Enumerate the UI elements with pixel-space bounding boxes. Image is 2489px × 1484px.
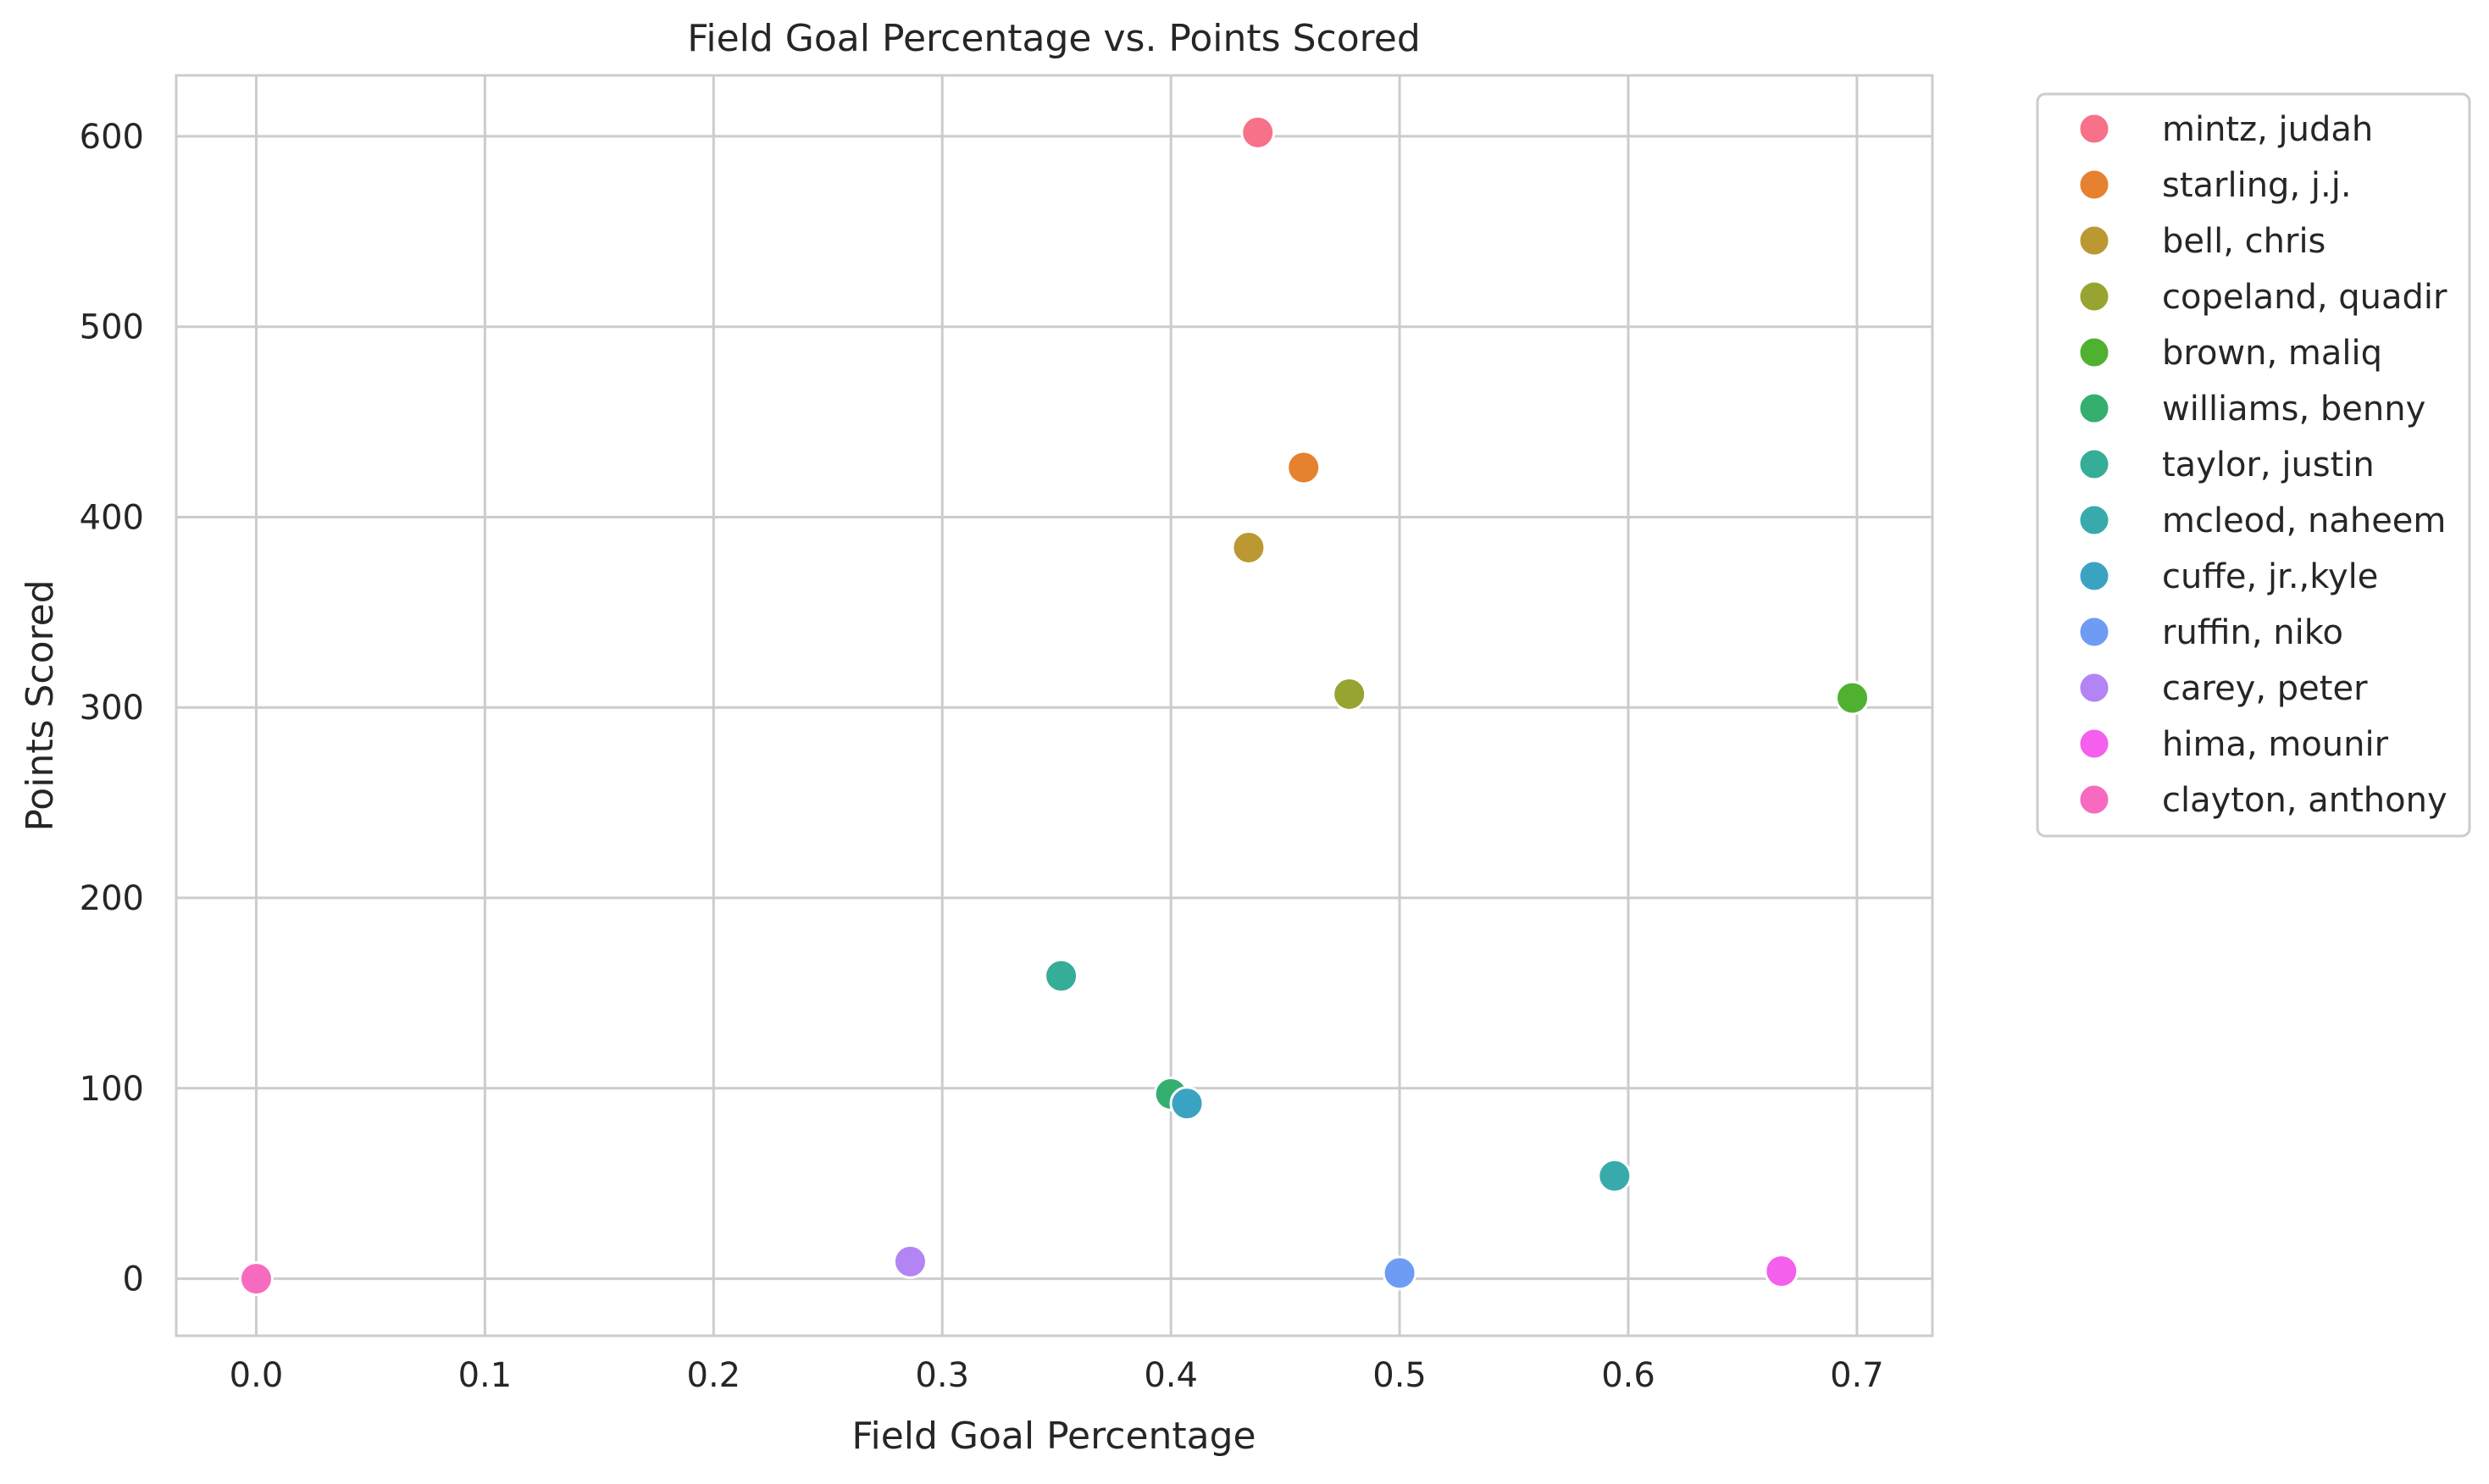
data-point (892, 1243, 928, 1279)
legend-marker (2077, 335, 2111, 369)
legend-marker (2077, 391, 2111, 425)
x-tick-label: 0.4 (1144, 1356, 1198, 1395)
legend-label: taylor, justin (2162, 446, 2375, 485)
legend-marker (2077, 168, 2111, 202)
x-tick-label: 0.7 (1830, 1356, 1884, 1395)
x-tick-label: 0.2 (687, 1356, 741, 1395)
legend-marker (2077, 615, 2111, 649)
legend-marker (2077, 727, 2111, 761)
legend-marker (2077, 783, 2111, 817)
y-axis-label: Points Scored (19, 579, 62, 831)
plot-background (176, 75, 1932, 1336)
legend-marker (2077, 447, 2111, 481)
legend-marker (2077, 559, 2111, 593)
legend-item: taylor, justin (2077, 446, 2375, 485)
legend-item: mcleod, naheem (2077, 501, 2446, 540)
plot-frame (175, 74, 1934, 1337)
legend-label: starling, j.j. (2162, 166, 2352, 205)
legend-label: cuffe, jr.,kyle (2162, 557, 2378, 596)
y-tick-label: 600 (80, 118, 144, 157)
data-point (1240, 114, 1276, 150)
data-point (1835, 680, 1871, 716)
legend-marker (2077, 503, 2111, 537)
legend-item: williams, benny (2077, 390, 2425, 429)
legend-item: brown, maliq (2077, 334, 2382, 373)
legend-label: brown, maliq (2162, 334, 2382, 373)
legend-item: ruffin, niko (2077, 613, 2343, 652)
data-point (1286, 450, 1322, 485)
y-tick-label: 0 (123, 1260, 144, 1299)
legend-frame (2036, 92, 2471, 838)
legend-item: starling, j.j. (2077, 166, 2352, 205)
legend-label: copeland, quadir (2162, 278, 2447, 317)
data-point (1231, 529, 1267, 565)
legend-marker (2077, 280, 2111, 313)
data-point (1597, 1158, 1633, 1193)
legend-label: ruffin, niko (2162, 613, 2343, 652)
data-points (238, 114, 1871, 1297)
data-point (238, 1261, 274, 1297)
gridlines (176, 75, 1932, 1336)
axis-ticks: 0.0 0.1 0.2 0.3 0.4 0.5 0.6 0.7 0 100 200 300 400 500… (80, 118, 1884, 1395)
legend-item: cuffe, jr.,kyle (2077, 557, 2378, 596)
x-tick-label: 0.0 (230, 1356, 284, 1395)
legend-item: bell, chris (2077, 222, 2325, 261)
y-tick-label: 400 (80, 498, 144, 537)
legend-item: copeland, quadir (2077, 278, 2447, 317)
legend-marker (2077, 112, 2111, 146)
data-point (1332, 677, 1367, 712)
chart-title: Field Goal Percentage vs. Points Scored (687, 17, 1421, 60)
legend-item: hima, mounir (2077, 725, 2389, 764)
x-tick-label: 0.1 (458, 1356, 513, 1395)
y-tick-label: 200 (80, 879, 144, 918)
legend-label: hima, mounir (2162, 725, 2389, 764)
legend: mintz, judah starling, j.j. bell, chris cop… (2036, 92, 2471, 838)
x-axis-label: Field Goal Percentage (851, 1415, 1256, 1458)
legend-item: mintz, judah (2077, 110, 2373, 149)
y-tick-label: 100 (80, 1070, 144, 1109)
legend-label: williams, benny (2162, 390, 2425, 429)
legend-item: carey, peter (2077, 669, 2368, 708)
legend-label: mintz, judah (2162, 110, 2373, 149)
legend-label: clayton, anthony (2162, 781, 2447, 820)
data-point (1044, 958, 1079, 994)
legend-label: bell, chris (2162, 222, 2325, 261)
y-tick-label: 500 (80, 308, 144, 347)
legend-label: mcleod, naheem (2162, 501, 2446, 540)
x-tick-label: 0.3 (915, 1356, 969, 1395)
data-point (1764, 1254, 1799, 1289)
x-tick-label: 0.6 (1601, 1356, 1655, 1395)
legend-marker (2077, 224, 2111, 257)
legend-marker (2077, 671, 2111, 705)
x-tick-label: 0.5 (1372, 1356, 1427, 1395)
legend-item: clayton, anthony (2077, 781, 2447, 820)
legend-label: carey, peter (2162, 669, 2368, 708)
data-point (1169, 1086, 1205, 1121)
data-point (1382, 1255, 1417, 1291)
y-tick-label: 300 (80, 689, 144, 728)
